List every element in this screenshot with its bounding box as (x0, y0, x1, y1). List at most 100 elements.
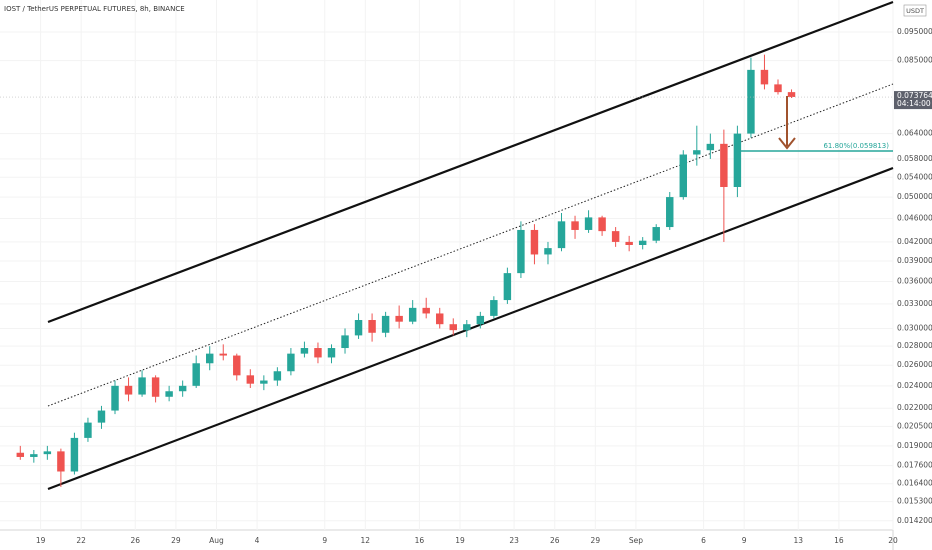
y-tick-label: 0.042000 (897, 237, 932, 246)
x-tick-label: 19 (455, 536, 465, 545)
x-tick-label: 26 (131, 536, 141, 545)
candle-body (381, 315, 390, 333)
candle-body (111, 385, 119, 411)
candle-body (84, 422, 92, 438)
candle-body (449, 324, 457, 331)
x-tick-label: 29 (171, 536, 181, 545)
candle-body (314, 348, 322, 358)
candle-body (720, 143, 728, 187)
candle-body (287, 353, 295, 372)
x-tick-label: Sep (629, 536, 643, 545)
candle-body (598, 217, 606, 232)
x-tick-label: 29 (591, 536, 601, 545)
candle-body (436, 313, 444, 325)
candle-body (97, 410, 106, 423)
y-tick-label: 0.019000 (897, 441, 932, 450)
candle-body (138, 377, 146, 395)
channel-upper (47, 0, 894, 324)
channel-mid (47, 83, 894, 407)
y-tick-label: 0.026000 (897, 360, 932, 369)
last-price-label: 0.073764 (897, 91, 932, 100)
y-tick-label: 0.015300 (897, 497, 932, 506)
candle-body (787, 92, 796, 97)
candle-body (16, 452, 25, 457)
y-tick-label: 0.039000 (897, 256, 932, 265)
x-tick-label: Aug (209, 536, 224, 545)
candle-body (476, 315, 485, 325)
y-tick-label: 0.020500 (897, 421, 932, 430)
candle-body (30, 454, 38, 457)
y-tick-label: 0.028000 (897, 341, 932, 350)
candle-body (233, 355, 241, 376)
candle-body (638, 240, 647, 245)
candle-body (408, 307, 417, 322)
last-price-badge (894, 91, 932, 110)
x-tick-label: 6 (701, 536, 706, 545)
candle-body (652, 227, 660, 241)
y-tick-label: 0.095000 (897, 27, 932, 36)
candle-body (327, 348, 336, 358)
y-tick-label: 0.030000 (897, 323, 932, 332)
x-tick-label: 19 (36, 536, 46, 545)
candle-body (205, 353, 214, 364)
candle-body (679, 154, 688, 198)
candle-body (273, 371, 282, 381)
candle-body (584, 217, 593, 230)
x-tick-label: 26 (550, 536, 560, 545)
candle-body (774, 84, 782, 93)
candle-body (260, 380, 268, 384)
y-tick-label: 0.016400 (897, 479, 932, 488)
x-tick-label: 16 (415, 536, 425, 545)
fib-label: 61.80%(0.059813) (823, 142, 889, 150)
unit-badge (903, 4, 927, 17)
candle-body (43, 451, 52, 455)
y-tick-label: 0.058000 (897, 154, 932, 163)
candle-body (530, 229, 539, 255)
candle-body (395, 315, 403, 322)
candle-body (219, 353, 227, 356)
candle-body (165, 391, 173, 397)
x-tick-label: 20 (888, 536, 898, 545)
y-tick-label: 0.022000 (897, 403, 932, 412)
y-tick-label: 0.024000 (897, 381, 932, 390)
candle-body (57, 451, 65, 472)
y-tick-label: 0.085000 (897, 56, 932, 65)
y-tick-label: 0.014200 (897, 516, 932, 525)
y-tick-label: 0.046000 (897, 214, 932, 223)
candle-body (517, 229, 525, 274)
chart-title: IOST / TetherUS PERPETUAL FUTURES, 8h, B… (4, 5, 185, 13)
candle-body (354, 320, 363, 336)
x-tick-label: 12 (361, 536, 371, 545)
x-tick-label: 13 (794, 536, 804, 545)
x-tick-label: 4 (255, 536, 260, 545)
x-tick-label: 22 (76, 536, 86, 545)
candle-body (544, 248, 552, 255)
candle-body (463, 324, 471, 331)
candle-body (666, 197, 674, 228)
candle-body (490, 300, 498, 316)
axis-unit: USDT (906, 7, 924, 15)
candle-body (747, 69, 755, 134)
candle-body (341, 335, 349, 349)
candle-body (300, 348, 309, 354)
candle-body (368, 320, 376, 333)
candle-body (124, 385, 133, 395)
candle-body (151, 377, 160, 397)
candle-body (571, 221, 579, 230)
candle-body (611, 231, 620, 242)
y-tick-label: 0.036000 (897, 277, 932, 286)
y-tick-label: 0.054000 (897, 172, 932, 181)
candle-body (178, 385, 187, 392)
candle-body (192, 363, 200, 386)
candle-body (733, 133, 742, 187)
candle-body (760, 69, 769, 85)
candle-body (706, 143, 715, 151)
candle-body (70, 437, 79, 472)
x-tick-label: 23 (509, 536, 519, 545)
grid-layer (0, 0, 894, 530)
candle-body (557, 221, 566, 249)
candle-body (246, 375, 255, 384)
